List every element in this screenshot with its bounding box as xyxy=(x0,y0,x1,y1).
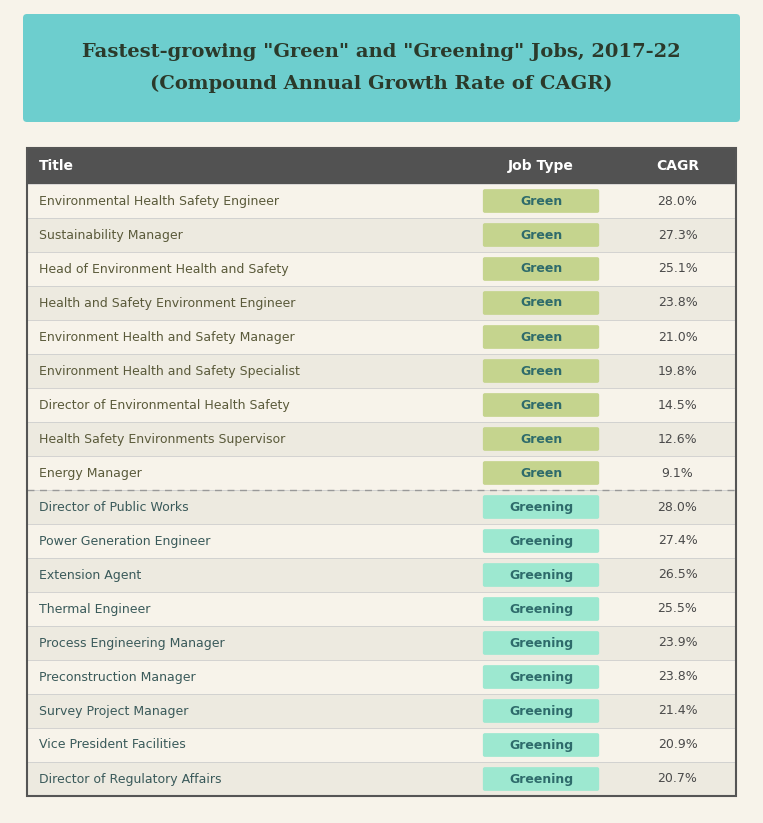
Bar xyxy=(27,762,736,796)
Text: Green: Green xyxy=(520,331,562,343)
Text: Greening: Greening xyxy=(509,704,573,718)
FancyBboxPatch shape xyxy=(483,427,599,451)
Bar xyxy=(27,422,736,456)
Text: Greening: Greening xyxy=(509,671,573,683)
Text: Health Safety Environments Supervisor: Health Safety Environments Supervisor xyxy=(39,433,285,445)
Text: Health and Safety Environment Engineer: Health and Safety Environment Engineer xyxy=(39,296,295,309)
Text: 20.7%: 20.7% xyxy=(658,773,697,785)
Bar xyxy=(27,728,736,762)
Text: Job Type: Job Type xyxy=(508,159,574,173)
Text: 23.8%: 23.8% xyxy=(658,296,697,309)
Text: Greening: Greening xyxy=(509,500,573,514)
Bar xyxy=(27,148,736,184)
Text: Environmental Health Safety Engineer: Environmental Health Safety Engineer xyxy=(39,194,279,207)
Text: Environment Health and Safety Manager: Environment Health and Safety Manager xyxy=(39,331,295,343)
Text: Green: Green xyxy=(520,433,562,445)
Bar xyxy=(27,320,736,354)
Text: Green: Green xyxy=(520,467,562,480)
Bar xyxy=(27,558,736,592)
Text: 21.4%: 21.4% xyxy=(658,704,697,718)
Bar xyxy=(27,524,736,558)
Bar xyxy=(27,252,736,286)
Bar xyxy=(27,218,736,252)
Text: Director of Regulatory Affairs: Director of Regulatory Affairs xyxy=(39,773,221,785)
Text: Green: Green xyxy=(520,194,562,207)
Text: Greening: Greening xyxy=(509,738,573,751)
Text: Extension Agent: Extension Agent xyxy=(39,569,141,582)
Text: Preconstruction Manager: Preconstruction Manager xyxy=(39,671,195,683)
Bar xyxy=(27,456,736,490)
Text: Fastest-growing "Green" and "Greening" Jobs, 2017-22: Fastest-growing "Green" and "Greening" J… xyxy=(82,43,681,61)
Text: Director of Public Works: Director of Public Works xyxy=(39,500,188,514)
Text: 28.0%: 28.0% xyxy=(658,500,697,514)
Text: (Compound Annual Growth Rate of CAGR): (Compound Annual Growth Rate of CAGR) xyxy=(150,75,613,93)
Text: CAGR: CAGR xyxy=(656,159,699,173)
Bar xyxy=(27,184,736,218)
FancyBboxPatch shape xyxy=(23,14,740,122)
Text: Environment Health and Safety Specialist: Environment Health and Safety Specialist xyxy=(39,365,300,378)
Text: 26.5%: 26.5% xyxy=(658,569,697,582)
Text: 27.4%: 27.4% xyxy=(658,534,697,547)
Text: 27.3%: 27.3% xyxy=(658,229,697,241)
FancyBboxPatch shape xyxy=(483,359,599,383)
Text: 14.5%: 14.5% xyxy=(658,398,697,412)
FancyBboxPatch shape xyxy=(483,529,599,553)
Text: Director of Environmental Health Safety: Director of Environmental Health Safety xyxy=(39,398,290,412)
FancyBboxPatch shape xyxy=(483,291,599,315)
Bar xyxy=(27,354,736,388)
Text: Power Generation Engineer: Power Generation Engineer xyxy=(39,534,211,547)
FancyBboxPatch shape xyxy=(483,597,599,621)
Bar xyxy=(27,286,736,320)
Text: 23.9%: 23.9% xyxy=(658,636,697,649)
FancyBboxPatch shape xyxy=(483,393,599,417)
Text: 9.1%: 9.1% xyxy=(662,467,694,480)
Bar xyxy=(27,388,736,422)
Text: Green: Green xyxy=(520,296,562,309)
Text: 23.8%: 23.8% xyxy=(658,671,697,683)
Bar xyxy=(27,660,736,694)
FancyBboxPatch shape xyxy=(483,189,599,213)
Text: Process Engineering Manager: Process Engineering Manager xyxy=(39,636,224,649)
Text: Green: Green xyxy=(520,263,562,276)
Text: Greening: Greening xyxy=(509,636,573,649)
Text: Thermal Engineer: Thermal Engineer xyxy=(39,602,150,616)
Bar xyxy=(27,148,736,796)
Text: Green: Green xyxy=(520,398,562,412)
Text: Green: Green xyxy=(520,229,562,241)
Bar xyxy=(27,490,736,524)
Text: Title: Title xyxy=(39,159,74,173)
FancyBboxPatch shape xyxy=(483,257,599,281)
Bar xyxy=(27,694,736,728)
FancyBboxPatch shape xyxy=(483,700,599,723)
Bar xyxy=(27,592,736,626)
FancyBboxPatch shape xyxy=(483,495,599,518)
Text: Survey Project Manager: Survey Project Manager xyxy=(39,704,188,718)
Text: Sustainability Manager: Sustainability Manager xyxy=(39,229,183,241)
Text: 21.0%: 21.0% xyxy=(658,331,697,343)
Text: 12.6%: 12.6% xyxy=(658,433,697,445)
FancyBboxPatch shape xyxy=(483,461,599,485)
Text: Greening: Greening xyxy=(509,602,573,616)
FancyBboxPatch shape xyxy=(483,563,599,587)
Text: Greening: Greening xyxy=(509,569,573,582)
Text: 20.9%: 20.9% xyxy=(658,738,697,751)
FancyBboxPatch shape xyxy=(483,325,599,349)
Text: Greening: Greening xyxy=(509,773,573,785)
FancyBboxPatch shape xyxy=(483,733,599,757)
Text: Green: Green xyxy=(520,365,562,378)
Text: 25.1%: 25.1% xyxy=(658,263,697,276)
FancyBboxPatch shape xyxy=(483,223,599,247)
Text: 25.5%: 25.5% xyxy=(658,602,697,616)
FancyBboxPatch shape xyxy=(483,767,599,791)
Text: 28.0%: 28.0% xyxy=(658,194,697,207)
FancyBboxPatch shape xyxy=(483,631,599,655)
Text: Head of Environment Health and Safety: Head of Environment Health and Safety xyxy=(39,263,288,276)
Bar xyxy=(27,626,736,660)
Text: Vice President Facilities: Vice President Facilities xyxy=(39,738,185,751)
FancyBboxPatch shape xyxy=(483,665,599,689)
Text: 19.8%: 19.8% xyxy=(658,365,697,378)
Text: Energy Manager: Energy Manager xyxy=(39,467,142,480)
Text: Greening: Greening xyxy=(509,534,573,547)
